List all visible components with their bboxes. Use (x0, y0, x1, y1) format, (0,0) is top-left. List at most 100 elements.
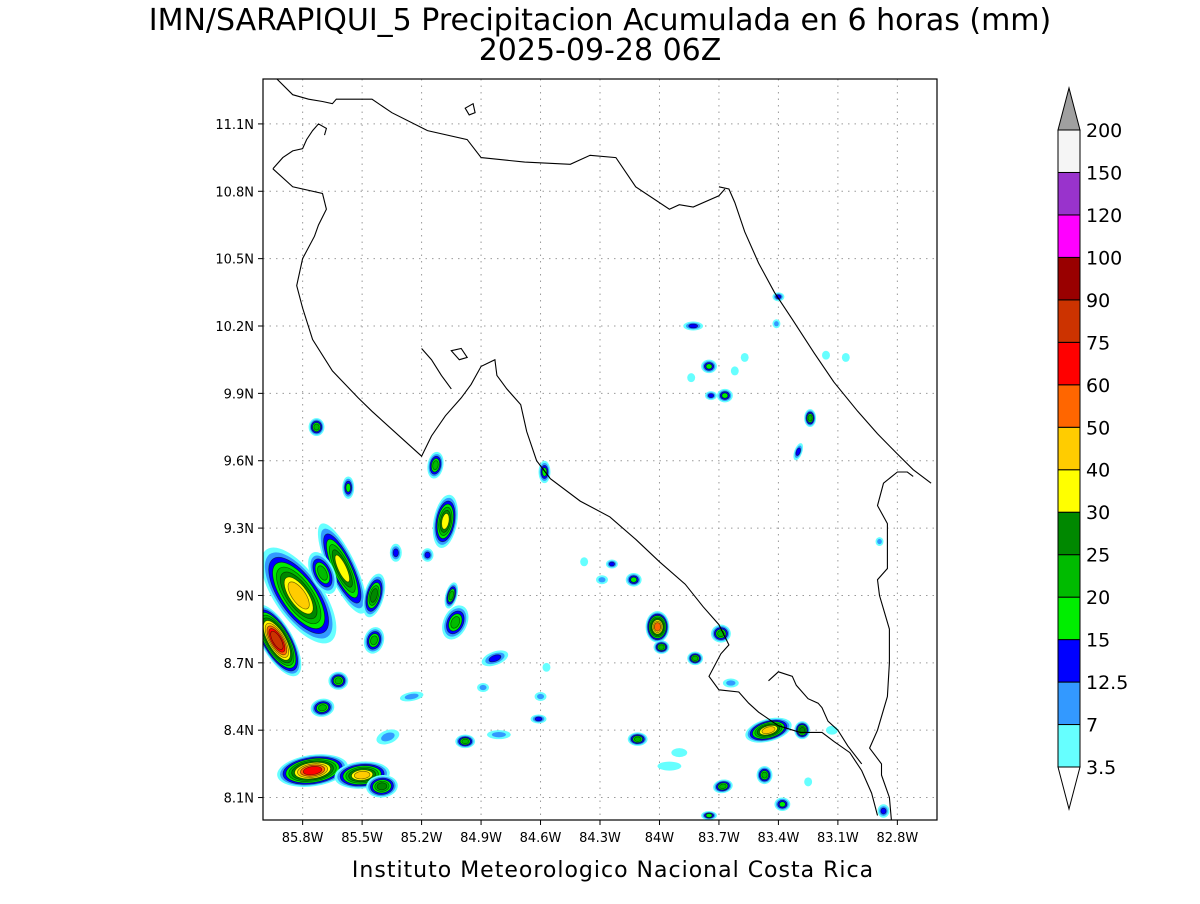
precip-cell (444, 582, 459, 609)
precip-contour-level (705, 813, 713, 818)
precip-cell (877, 804, 890, 818)
precip-cell (362, 573, 386, 618)
precip-contour-level (658, 644, 665, 650)
precip-cell (774, 797, 791, 812)
precip-contour-level (761, 726, 776, 735)
precip-contour-level (721, 392, 729, 399)
lon-tick-label: 83.7W (698, 831, 740, 846)
lon-tick-label: 84W (645, 831, 675, 846)
precip-cell (645, 611, 670, 643)
lon-tick-label: 84.9W (460, 831, 502, 846)
colorbar-swatch (1057, 129, 1081, 173)
colorbar-bottom-arrow (1057, 766, 1081, 811)
precip-cell (534, 692, 547, 701)
precip-cell (822, 350, 830, 360)
lon-tick-label: 84.6W (520, 831, 562, 846)
precip-contour-level (804, 777, 813, 787)
map-gridlines (263, 79, 937, 820)
precip-contour-level (448, 590, 454, 601)
precip-contour-level (719, 783, 727, 790)
precip-contour-level (479, 684, 487, 691)
precip-contour-level (381, 732, 395, 742)
lat-tick-label: 10.5N (215, 253, 254, 268)
colorbar-label: 60 (1086, 375, 1110, 397)
precip-contour-level (461, 738, 469, 745)
precip-cell (427, 451, 444, 479)
precip-cell (421, 548, 434, 562)
precip-contour-level (353, 770, 371, 780)
lat-tick-label: 8.4N (224, 724, 254, 739)
precip-contour-level (608, 561, 615, 567)
colorbar-swatch (1057, 554, 1081, 598)
colorbar-label: 150 (1086, 162, 1122, 184)
precip-contour-level (730, 366, 739, 376)
precip-contour-level (740, 352, 749, 362)
coastline (768, 671, 863, 765)
map-title-line1: IMN/SARAPIQUI_5 Precipitacion Acumulada … (149, 3, 1051, 38)
precip-cell (713, 779, 733, 794)
precip-cell (308, 418, 325, 437)
precip-contour-level (318, 704, 327, 712)
precip-contour-level (313, 423, 320, 431)
precip-cell (481, 650, 509, 667)
precip-cell (625, 573, 642, 587)
precip-contour-level (707, 393, 715, 398)
lon-tick-label: 85.2W (401, 831, 443, 846)
colorbar-label: 120 (1086, 205, 1122, 227)
lon-tick-label: 84.3W (579, 831, 621, 846)
lat-tick-label: 9.3N (224, 522, 254, 537)
precip-contour-level (774, 321, 779, 327)
precip-contour-level (370, 588, 378, 603)
precip-contour-level (392, 548, 399, 558)
precip-cell (711, 624, 731, 643)
precip-cell (263, 604, 302, 677)
precip-cell (530, 714, 547, 724)
precip-contour-level (287, 581, 310, 610)
precip-cell (745, 717, 792, 743)
colorbar-swatch (1057, 681, 1081, 726)
precip-cell (487, 730, 511, 740)
precip-contour-level (761, 771, 768, 779)
precip-cell (875, 537, 884, 547)
precip-contour-level (404, 693, 419, 700)
coastline (272, 123, 328, 170)
colorbar-label: 40 (1086, 460, 1110, 482)
colorbar-label: 7 (1086, 715, 1098, 737)
precip-cell (580, 557, 589, 567)
precip-contour-level (542, 662, 551, 672)
colorbar-swatch (1057, 171, 1081, 216)
precip-cell (701, 811, 717, 820)
lat-tick-label: 9.6N (224, 455, 254, 470)
precip-cell (701, 359, 717, 374)
map-plot-area: 11.1N 10.8N 10.5N 10.2N 9.9N 9.6N 9.3N 9N 8.7N 8.… (215, 78, 938, 846)
precip-cell (793, 443, 804, 461)
lat-tick-label: 8.1N (224, 792, 254, 807)
coastline (421, 348, 452, 390)
precip-cell (477, 683, 489, 693)
precip-contour-level (334, 677, 343, 685)
precip-contour-level (376, 782, 388, 791)
colorbar-swatch (1057, 469, 1081, 513)
colorbar-label: 15 (1086, 630, 1110, 652)
longitude-axis: 85.8W 85.5W 85.2W 84.9W 84.6W 84.3W 84W 83.7W 83… (282, 820, 918, 846)
precip-cell (841, 352, 850, 362)
colorbar-swatch (1057, 639, 1081, 683)
precip-cell (772, 319, 781, 329)
precip-cell (328, 671, 349, 690)
precip-contour-level (633, 736, 642, 742)
precip-contour-level (692, 655, 699, 661)
precip-cell (366, 775, 398, 798)
lon-tick-label: 83.4W (758, 831, 800, 846)
precip-contour-level (799, 726, 806, 734)
precip-cell (825, 725, 838, 735)
colorbar-label: 90 (1086, 290, 1110, 312)
precip-contour-level (441, 513, 450, 530)
colorbar-label: 50 (1086, 417, 1110, 439)
island-outline (464, 102, 476, 116)
colorbar-label: 3.5 (1086, 757, 1116, 779)
map-title-line2: 2025-09-28 06Z (479, 33, 722, 68)
precip-cell (740, 352, 749, 362)
precip-contour-level (424, 551, 431, 559)
precip-cell (804, 777, 813, 787)
precip-cell (334, 761, 390, 789)
